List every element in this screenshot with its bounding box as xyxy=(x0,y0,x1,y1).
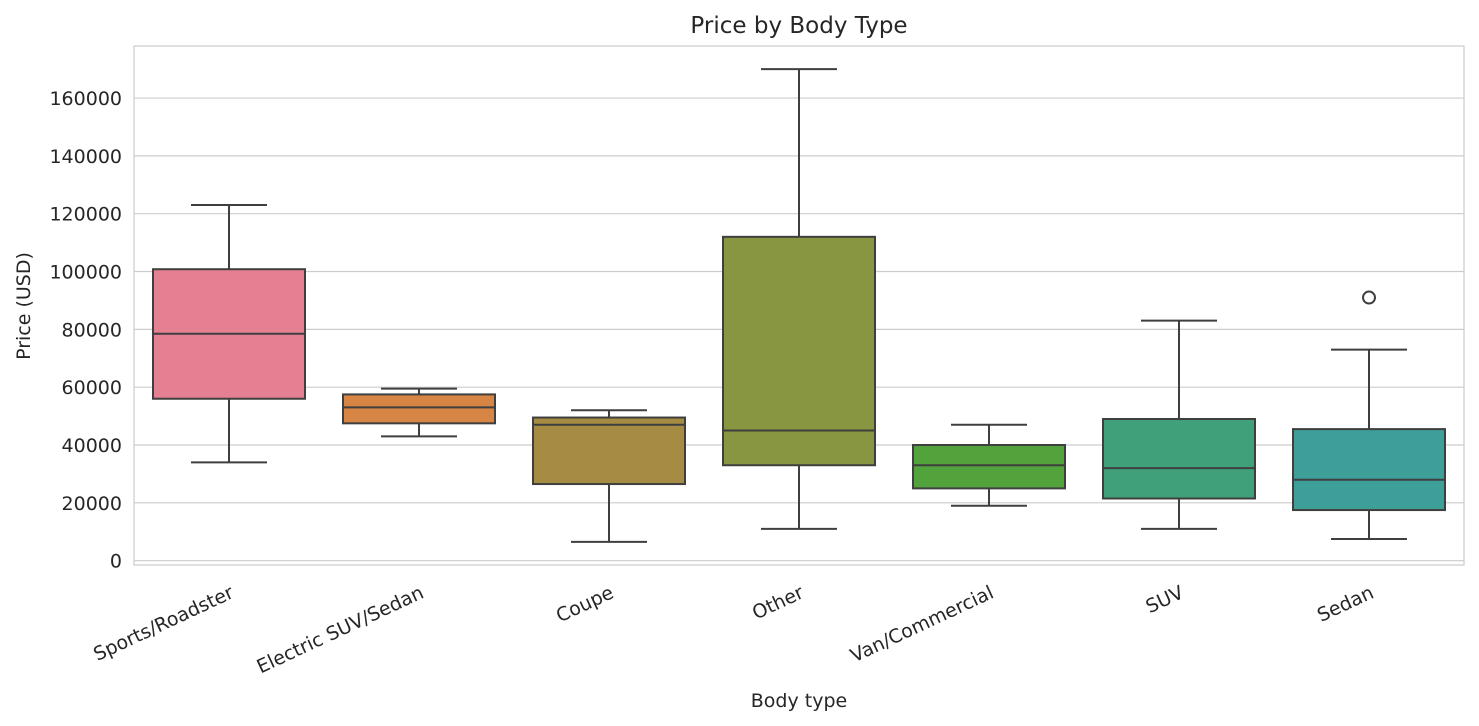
x-tick-label: Other xyxy=(749,582,807,625)
y-tick-label: 120000 xyxy=(49,204,122,226)
y-tick-label: 100000 xyxy=(49,262,122,284)
y-tick-labels: 0 20000 40000 60000 80000 100000 120000 140000 1… xyxy=(49,88,122,573)
iqr-box xyxy=(1292,428,1446,512)
iqr-box xyxy=(1102,417,1256,500)
x-tick-label: Electric SUV/Sedan xyxy=(253,582,427,679)
box-group xyxy=(152,204,306,464)
y-tick-label: 0 xyxy=(110,551,122,573)
box-group xyxy=(1292,290,1446,540)
box-group xyxy=(342,387,496,438)
iqr-box xyxy=(342,393,496,425)
y-tick-label: 20000 xyxy=(62,493,122,515)
iqr-box xyxy=(532,416,686,486)
y-tick-label: 160000 xyxy=(49,88,122,110)
chart-title: Price by Body Type xyxy=(690,13,907,39)
y-tick-label: 140000 xyxy=(49,146,122,168)
box-group xyxy=(912,423,1066,507)
y-tick-label: 80000 xyxy=(62,319,122,341)
box-layer xyxy=(152,68,1446,543)
x-tick-label: Van/Commercial xyxy=(847,582,997,668)
x-tick-label: Coupe xyxy=(553,582,617,628)
y-tick-label: 60000 xyxy=(62,377,122,399)
iqr-box xyxy=(722,235,876,467)
x-tick-label: SUV xyxy=(1142,582,1187,618)
plot-frame xyxy=(133,45,1465,566)
box-group xyxy=(722,68,876,530)
x-axis-title: Body type xyxy=(751,690,847,712)
box-group xyxy=(1102,319,1256,530)
y-axis-title: Price (USD) xyxy=(13,252,35,360)
box-group xyxy=(532,409,686,543)
x-tick-label: Sports/Roadster xyxy=(90,582,237,666)
x-tick-label: Sedan xyxy=(1314,582,1377,627)
x-tick-labels: Sports/Roadster Electric SUV/Sedan Coupe Ot… xyxy=(90,582,1377,679)
iqr-box xyxy=(912,444,1066,490)
outlier-point xyxy=(1362,290,1376,305)
y-tick-label: 40000 xyxy=(62,435,122,457)
